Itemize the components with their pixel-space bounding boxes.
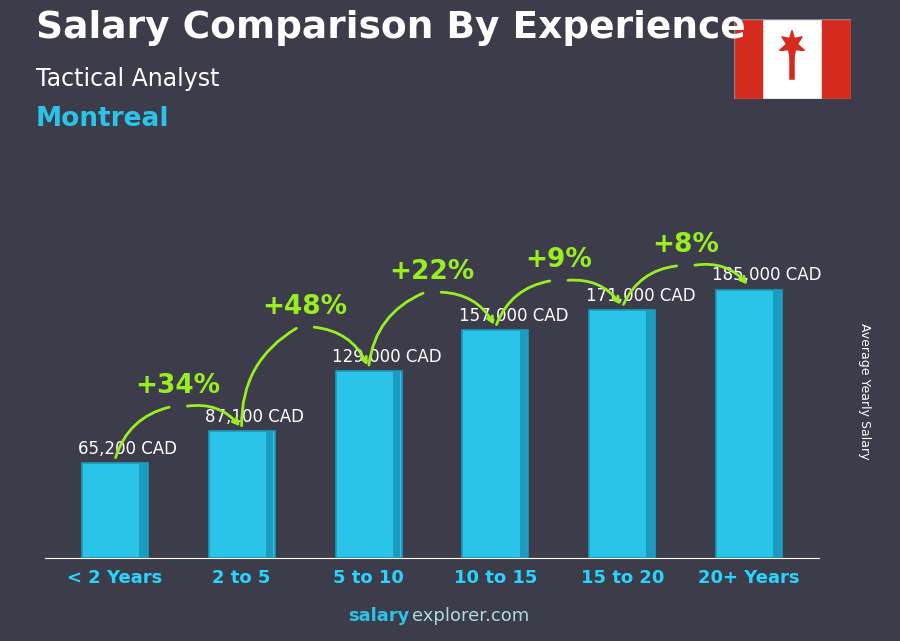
Text: +48%: +48% <box>263 294 347 320</box>
Bar <box>590 310 655 558</box>
Bar <box>266 431 274 558</box>
Text: +9%: +9% <box>526 247 592 273</box>
Text: salary: salary <box>348 607 410 625</box>
Bar <box>139 463 147 558</box>
Text: 65,200 CAD: 65,200 CAD <box>78 440 177 458</box>
Polygon shape <box>779 30 805 58</box>
Text: Tactical Analyst: Tactical Analyst <box>36 67 220 91</box>
Text: Average Yearly Salary: Average Yearly Salary <box>858 323 870 459</box>
Bar <box>209 431 274 558</box>
Text: Salary Comparison By Experience: Salary Comparison By Experience <box>36 10 746 46</box>
Bar <box>773 290 781 558</box>
Text: 171,000 CAD: 171,000 CAD <box>586 287 695 304</box>
Bar <box>646 310 654 558</box>
Text: +34%: +34% <box>136 373 220 399</box>
Text: +22%: +22% <box>390 259 474 285</box>
Bar <box>82 463 148 558</box>
Bar <box>336 370 401 558</box>
Text: +8%: +8% <box>652 233 719 258</box>
Text: 157,000 CAD: 157,000 CAD <box>459 307 568 325</box>
Bar <box>519 330 527 558</box>
Bar <box>716 290 782 558</box>
Text: Montreal: Montreal <box>36 106 169 132</box>
Bar <box>392 370 400 558</box>
Bar <box>463 330 528 558</box>
Text: 185,000 CAD: 185,000 CAD <box>713 267 822 285</box>
Bar <box>823 19 850 99</box>
Text: explorer.com: explorer.com <box>412 607 529 625</box>
Bar <box>734 19 761 99</box>
Text: 87,100 CAD: 87,100 CAD <box>205 408 304 426</box>
Text: 129,000 CAD: 129,000 CAD <box>332 347 441 365</box>
